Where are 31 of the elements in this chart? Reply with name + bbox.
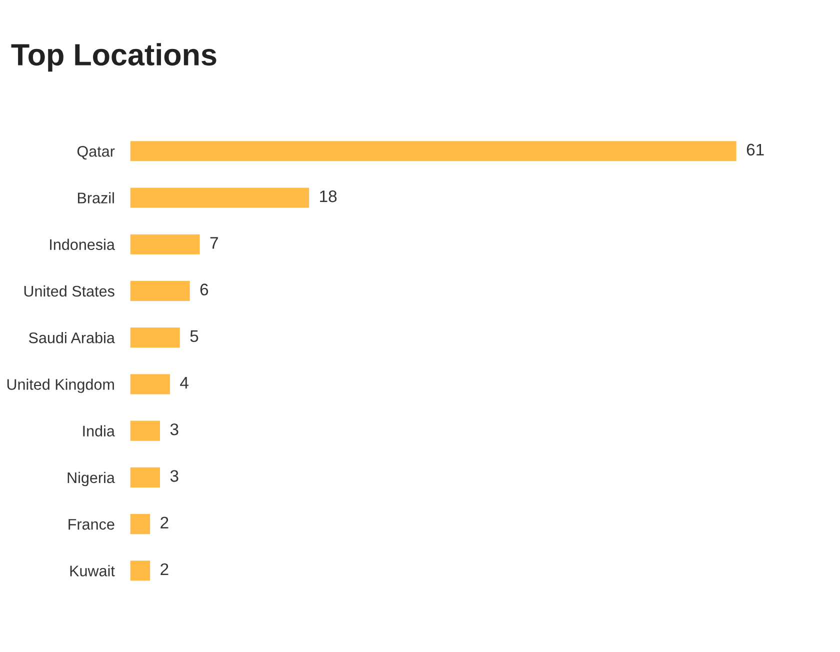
y-tick-label: France: [68, 519, 114, 530]
bar: [130, 420, 160, 441]
data-label: 5: [190, 330, 198, 342]
y-tick-label: India: [83, 425, 115, 436]
y-tick-label: Saudi Arabia: [28, 332, 115, 344]
bar: [130, 280, 190, 301]
data-label: 7: [210, 237, 218, 249]
bar: [130, 514, 150, 534]
data-label: 3: [170, 423, 178, 436]
data-label: 2: [160, 516, 168, 528]
data-label: 4: [180, 377, 188, 388]
y-tick-label: Qatar: [77, 146, 115, 160]
bar: [130, 328, 180, 348]
data-label: 18: [320, 190, 337, 202]
bar: [130, 374, 170, 394]
data-label: 6: [200, 284, 208, 296]
bar: [130, 560, 150, 581]
y-tick-label: Indonesia: [50, 238, 115, 250]
data-label: 2: [160, 563, 168, 575]
y-tick-label: Nigeria: [68, 472, 115, 486]
y-tick-label: United States: [24, 285, 114, 297]
data-label: 3: [170, 470, 178, 482]
y-tick-label: Kuwait: [70, 565, 115, 576]
y-tick-label: Brazil: [78, 192, 114, 204]
y-tick-label: United Kingdom: [7, 378, 114, 393]
bar: [130, 234, 200, 254]
bar: [130, 188, 310, 208]
chart-title: Top Locations: [11, 43, 216, 72]
bar: [130, 141, 736, 162]
bar: [130, 467, 160, 488]
data-label: 61: [746, 144, 764, 156]
